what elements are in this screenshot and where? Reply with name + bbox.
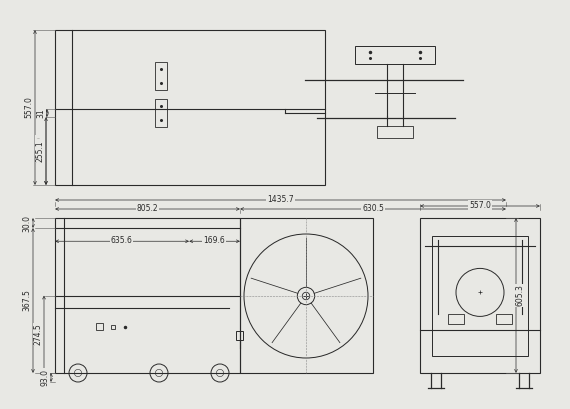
Text: 30.0: 30.0 bbox=[22, 214, 31, 231]
Bar bbox=[55, 30, 325, 185]
Text: 1435.7: 1435.7 bbox=[267, 195, 294, 204]
Text: 805.2: 805.2 bbox=[137, 204, 158, 213]
Bar bbox=[420, 218, 540, 373]
Bar bbox=[236, 331, 243, 340]
Text: 169.6: 169.6 bbox=[203, 236, 225, 245]
Bar bbox=[155, 62, 167, 90]
Text: 270.9: 270.9 bbox=[35, 136, 44, 158]
Bar bbox=[240, 218, 373, 373]
Bar bbox=[111, 326, 115, 329]
Bar bbox=[377, 126, 413, 138]
Text: 635.6: 635.6 bbox=[111, 236, 133, 245]
Text: 367.5: 367.5 bbox=[22, 290, 31, 311]
Bar bbox=[355, 46, 435, 64]
Bar bbox=[496, 314, 512, 324]
Text: 274.5: 274.5 bbox=[34, 324, 43, 345]
Bar bbox=[96, 324, 103, 330]
Bar bbox=[155, 99, 167, 127]
Text: 255.1: 255.1 bbox=[35, 140, 44, 162]
Text: 605.3: 605.3 bbox=[515, 285, 524, 306]
Bar bbox=[55, 218, 240, 373]
Bar bbox=[448, 314, 464, 324]
Text: 557.0: 557.0 bbox=[469, 201, 491, 210]
Text: 557.0: 557.0 bbox=[25, 97, 34, 119]
Text: 630.5: 630.5 bbox=[362, 204, 384, 213]
Bar bbox=[432, 236, 528, 356]
Text: 93.0: 93.0 bbox=[40, 369, 50, 386]
Text: 31: 31 bbox=[36, 108, 46, 118]
